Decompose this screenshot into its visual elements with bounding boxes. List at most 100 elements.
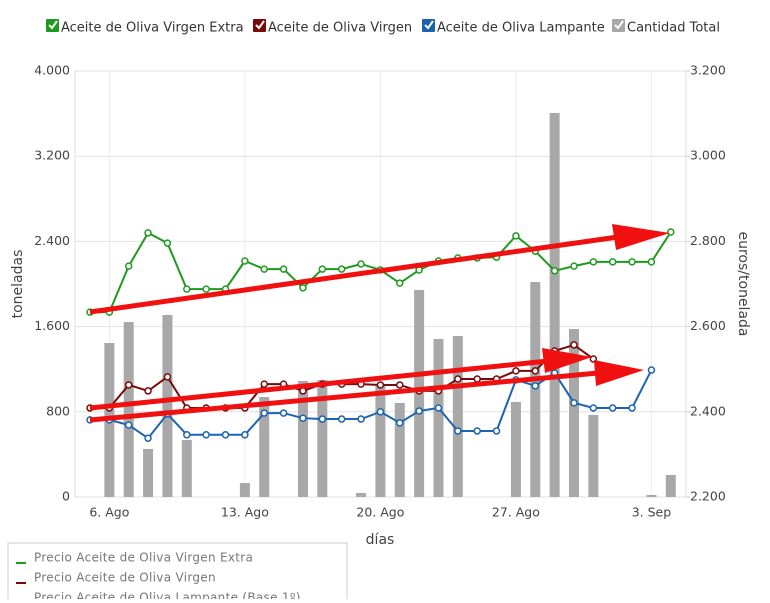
legend-label[interactable]: Aceite de Oliva Virgen Extra [61,21,244,36]
marker [667,228,675,236]
arrow [89,358,549,411]
marker [144,434,152,442]
price-legend-label: Precio Aceite de Oliva Virgen Extra [34,551,253,565]
y-tick-label: 4.000 [34,63,70,78]
y2-tick-label: 3.200 [690,63,726,78]
legend-check [424,20,434,30]
bar [143,448,154,497]
bar [394,402,405,497]
y-tick-label: 800 [46,403,70,418]
marker [357,415,365,423]
bar [549,112,560,497]
marker [376,381,385,389]
marker [512,232,520,240]
marker [531,382,540,390]
marker [299,284,307,292]
bar [452,335,463,497]
legend-check [48,20,58,30]
bar [375,386,386,497]
marker [647,258,656,266]
marker [279,409,288,417]
y2-tick-label: 2.400 [690,403,726,418]
marker [124,421,133,429]
legend-check [255,20,265,30]
x-tick-label: 13. Ago [221,505,269,520]
marker [454,375,462,383]
price-legend-label: Precio Aceite de Oliva Virgen [34,571,216,585]
marker [589,404,598,412]
marker [415,407,423,415]
marker [318,415,327,423]
marker [628,258,636,266]
y-axis-title: toneladas [10,250,26,319]
legend-checkbox[interactable] [46,19,59,32]
marker [647,366,656,374]
marker [396,381,404,389]
bar [259,396,270,497]
bar [356,492,367,497]
marker [454,427,462,435]
marker [202,285,210,293]
legend-label[interactable]: Aceite de Oliva Virgen [268,21,412,36]
bar [123,322,134,497]
legend-check [614,20,624,30]
arrow [89,370,599,423]
marker [570,341,578,349]
x-tick-label: 20. Ago [356,505,404,520]
bar [317,379,328,497]
marker [241,257,249,265]
marker [183,431,191,439]
arrow-head [612,224,670,250]
y2-tick-label: 2.800 [690,233,726,248]
marker [144,229,152,237]
marker [608,404,617,412]
marker [241,431,249,439]
marker [163,373,172,381]
marker [337,415,346,423]
legend-label[interactable]: Cantidad Total [627,21,720,36]
bars [104,112,676,497]
marker [473,427,481,435]
legend-checkbox[interactable] [612,19,625,32]
legend-checkbox[interactable] [422,19,435,32]
marker [608,258,617,266]
marker [531,367,540,375]
bar [588,414,599,497]
marker [144,387,152,395]
bar [665,474,676,497]
price-legend-box [7,542,348,603]
marker [260,409,268,417]
bar [569,329,579,497]
legend: Aceite de Oliva Virgen Extra Aceite de Ol… [46,19,720,36]
x-axis-title: días [366,532,395,548]
legend-label[interactable]: Aceite de Oliva Lampante [437,21,605,36]
y-tick-label: 3.200 [34,148,70,163]
y-tick-label: 0 [62,489,70,504]
marker [163,239,172,247]
marker [473,375,481,383]
marker [376,408,385,416]
marker [299,414,307,422]
marker [492,427,501,435]
marker [221,431,230,439]
marker [550,267,559,275]
legend-checkbox[interactable] [253,19,266,32]
marker [337,265,346,273]
bar [433,338,444,497]
marker [260,265,268,273]
price-legend-label: Precio Aceite de Oliva Lampante (Base 1º… [34,591,301,600]
y2-axis-title: euros/tonelada [735,232,751,337]
bar [181,440,192,497]
y2-tick-label: 2.200 [690,489,726,504]
bar [646,494,657,497]
marker [396,419,404,427]
marker [260,380,268,388]
arrow-head [594,360,644,386]
y2-tick-label: 3.000 [690,148,726,163]
marker [357,260,365,268]
marker [589,258,598,266]
marker [124,262,133,270]
x-tick-label: 3. Sep [632,505,672,520]
y-tick-label: 1.600 [34,318,70,333]
marker [183,285,191,293]
